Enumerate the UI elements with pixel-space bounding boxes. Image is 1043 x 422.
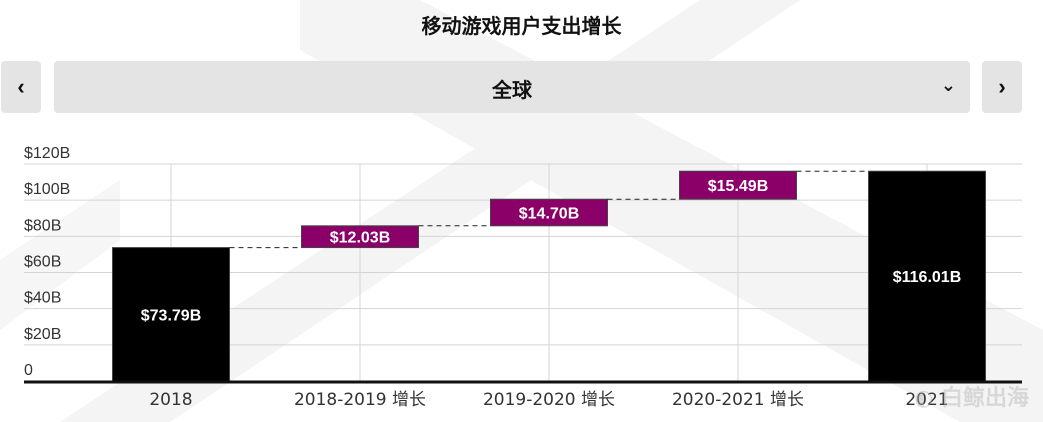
x-tick-label: 2021 <box>905 390 948 410</box>
chevron-left-icon: ‹ <box>17 74 25 99</box>
y-tick-label: $40B <box>24 290 61 307</box>
x-tick-label: 2018 <box>149 390 192 410</box>
y-tick-label: $20B <box>24 326 61 343</box>
x-tick-label: 2019-2020 增长 <box>483 390 615 410</box>
previous-button[interactable]: ‹ <box>1 61 41 113</box>
region-value: 全球 <box>492 78 532 102</box>
data-label: $12.03B <box>330 230 391 247</box>
chevron-right-icon: › <box>998 74 1006 99</box>
increase-bar <box>679 170 797 200</box>
watermark-logo: ◐ 白鲸出海 <box>914 386 1029 411</box>
data-label: $15.49B <box>708 178 769 195</box>
chevron-down-icon: ⌄ <box>940 75 956 95</box>
data-label: $14.70B <box>519 206 580 223</box>
y-tick-label: $100B <box>24 181 70 198</box>
region-dropdown[interactable]: 全球 ⌄ <box>54 61 970 113</box>
chart-title: 移动游戏用户支出增长 <box>421 14 622 38</box>
data-label: $116.01B <box>893 269 962 286</box>
increase-bar <box>301 225 419 249</box>
total-bar <box>868 170 986 382</box>
x-tick-label: 2020-2021 增长 <box>672 390 804 410</box>
y-tick-label: $60B <box>24 254 61 271</box>
data-label: $73.79B <box>141 307 202 324</box>
next-button[interactable]: › <box>982 61 1022 113</box>
y-tick-label: $80B <box>24 217 61 234</box>
y-tick-label: 0 <box>24 362 33 379</box>
total-bar <box>112 247 230 382</box>
increase-bar <box>490 198 608 227</box>
y-tick-label: $120B <box>24 145 70 162</box>
x-tick-label: 2018-2019 增长 <box>294 390 426 410</box>
